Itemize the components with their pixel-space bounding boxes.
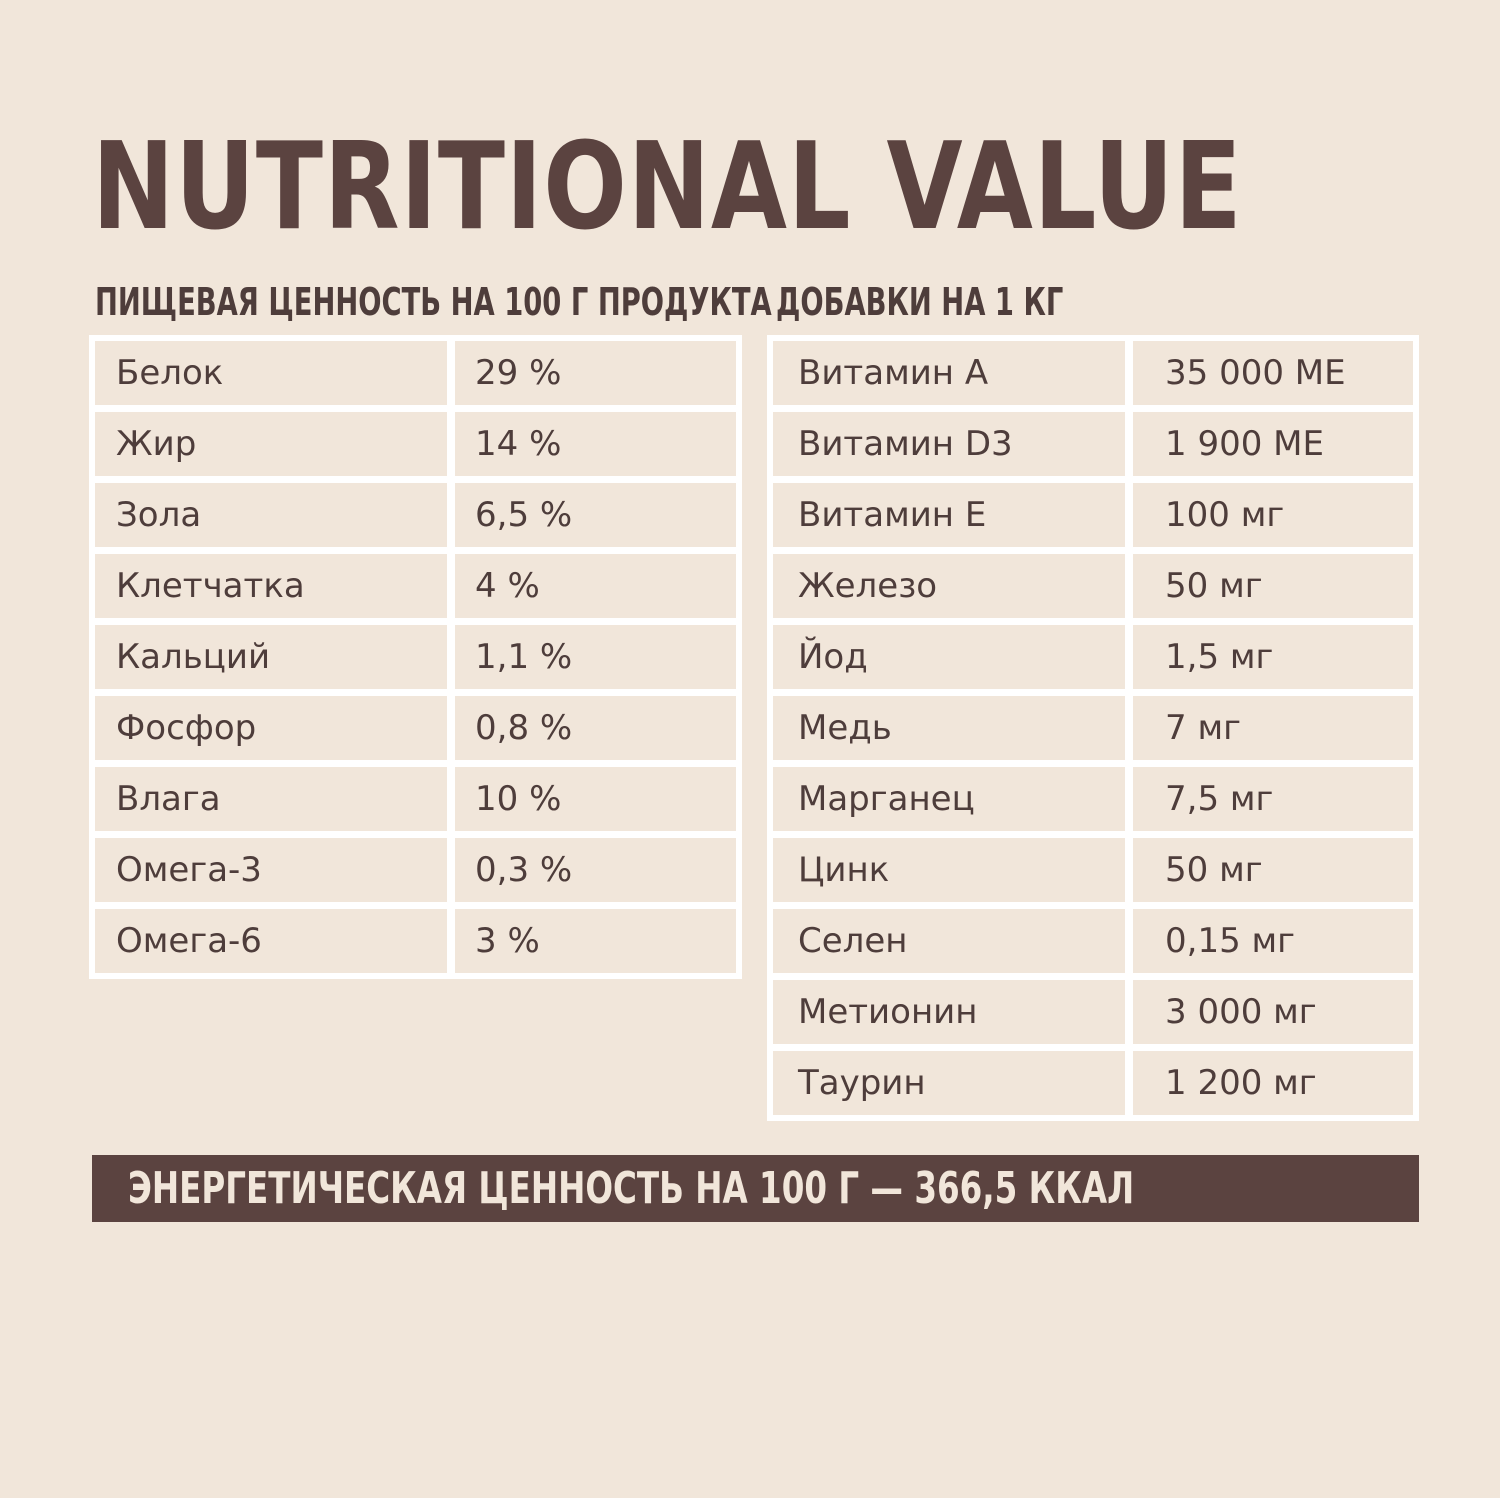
energy-banner: ЭНЕРГЕТИЧЕСКАЯ ЦЕННОСТЬ НА 100 Г — 366,5… bbox=[92, 1155, 1419, 1222]
table-row: Жир 14 % bbox=[95, 412, 736, 476]
additives-heading: ДОБАВКИ НА 1 КГ bbox=[776, 280, 1064, 324]
additive-value: 1 900 МЕ bbox=[1133, 412, 1413, 476]
nutrient-name: Фосфор bbox=[95, 696, 447, 760]
nutrient-value: 0,3 % bbox=[455, 838, 736, 902]
table-row: Зола 6,5 % bbox=[95, 483, 736, 547]
additive-name: Марганец bbox=[773, 767, 1125, 831]
additive-value: 35 000 МЕ bbox=[1133, 341, 1413, 405]
table-row: Таурин 1 200 мг bbox=[773, 1051, 1413, 1115]
nutrient-value: 14 % bbox=[455, 412, 736, 476]
table-row: Йод 1,5 мг bbox=[773, 625, 1413, 689]
table-row: Цинк 50 мг bbox=[773, 838, 1413, 902]
additive-value: 7,5 мг bbox=[1133, 767, 1413, 831]
table-row: Селен 0,15 мг bbox=[773, 909, 1413, 973]
additive-value: 3 000 мг bbox=[1133, 980, 1413, 1044]
nutrition-table: Белок 29 % Жир 14 % Зола 6,5 % Клетчатка… bbox=[89, 335, 742, 979]
nutrient-name: Клетчатка bbox=[95, 554, 447, 618]
table-row: Влага 10 % bbox=[95, 767, 736, 831]
additive-value: 50 мг bbox=[1133, 554, 1413, 618]
additive-name: Витамин Е bbox=[773, 483, 1125, 547]
nutrient-value: 3 % bbox=[455, 909, 736, 973]
nutrient-name: Омега-6 bbox=[95, 909, 447, 973]
additive-name: Медь bbox=[773, 696, 1125, 760]
additive-name: Железо bbox=[773, 554, 1125, 618]
additive-name: Селен bbox=[773, 909, 1125, 973]
table-row: Медь 7 мг bbox=[773, 696, 1413, 760]
table-row: Витамин D3 1 900 МЕ bbox=[773, 412, 1413, 476]
additive-value: 100 мг bbox=[1133, 483, 1413, 547]
nutrient-name: Зола bbox=[95, 483, 447, 547]
table-row: Витамин А 35 000 МЕ bbox=[773, 341, 1413, 405]
nutrient-value: 4 % bbox=[455, 554, 736, 618]
table-row: Марганец 7,5 мг bbox=[773, 767, 1413, 831]
additive-value: 0,15 мг bbox=[1133, 909, 1413, 973]
table-row: Белок 29 % bbox=[95, 341, 736, 405]
nutrient-value: 6,5 % bbox=[455, 483, 736, 547]
additive-name: Цинк bbox=[773, 838, 1125, 902]
table-row: Клетчатка 4 % bbox=[95, 554, 736, 618]
additive-value: 7 мг bbox=[1133, 696, 1413, 760]
table-row: Железо 50 мг bbox=[773, 554, 1413, 618]
table-row: Метионин 3 000 мг bbox=[773, 980, 1413, 1044]
additive-name: Витамин D3 bbox=[773, 412, 1125, 476]
table-row: Витамин Е 100 мг bbox=[773, 483, 1413, 547]
additive-name: Таурин bbox=[773, 1051, 1125, 1115]
nutrient-name: Влага bbox=[95, 767, 447, 831]
nutrient-name: Омега-3 bbox=[95, 838, 447, 902]
nutrient-name: Белок bbox=[95, 341, 447, 405]
table-row: Кальций 1,1 % bbox=[95, 625, 736, 689]
page-title: NUTRITIONAL VALUE bbox=[92, 118, 1243, 257]
additive-name: Витамин А bbox=[773, 341, 1125, 405]
additive-value: 50 мг bbox=[1133, 838, 1413, 902]
energy-value: ЭНЕРГЕТИЧЕСКАЯ ЦЕННОСТЬ НА 100 Г — 366,5… bbox=[128, 1163, 1135, 1214]
table-row: Фосфор 0,8 % bbox=[95, 696, 736, 760]
additive-value: 1,5 мг bbox=[1133, 625, 1413, 689]
nutrient-value: 0,8 % bbox=[455, 696, 736, 760]
nutrient-value: 29 % bbox=[455, 341, 736, 405]
additive-name: Йод bbox=[773, 625, 1125, 689]
table-row: Омега-6 3 % bbox=[95, 909, 736, 973]
nutrient-name: Жир bbox=[95, 412, 447, 476]
nutrient-name: Кальций bbox=[95, 625, 447, 689]
nutrient-value: 1,1 % bbox=[455, 625, 736, 689]
additives-table: Витамин А 35 000 МЕ Витамин D3 1 900 МЕ … bbox=[767, 335, 1419, 1121]
nutrient-value: 10 % bbox=[455, 767, 736, 831]
table-row: Омега-3 0,3 % bbox=[95, 838, 736, 902]
nutrition-heading: ПИЩЕВАЯ ЦЕННОСТЬ НА 100 Г ПРОДУКТА bbox=[95, 280, 772, 324]
additive-name: Метионин bbox=[773, 980, 1125, 1044]
additive-value: 1 200 мг bbox=[1133, 1051, 1413, 1115]
